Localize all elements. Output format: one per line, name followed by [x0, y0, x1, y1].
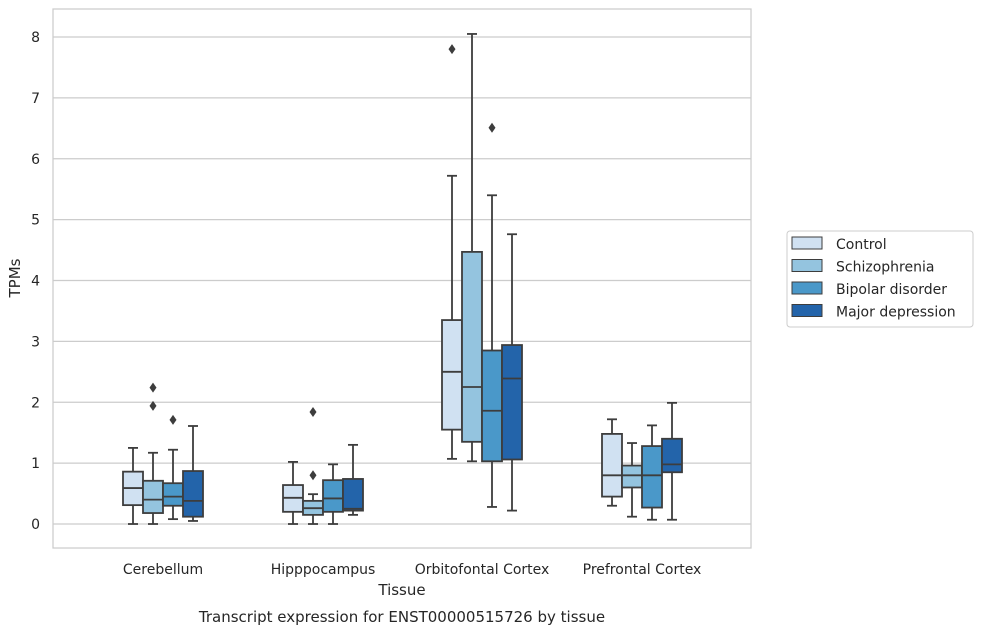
- legend-swatch-1: [791, 259, 823, 272]
- box-3-2: [501, 233, 523, 512]
- box-0-2: [441, 44, 463, 460]
- y-tick-label-8: 8: [31, 30, 40, 46]
- y-tick-label-0: 0: [31, 517, 40, 533]
- box-1-0: [142, 382, 164, 525]
- box-3-1: [342, 443, 364, 516]
- box-iqr: [182, 470, 204, 518]
- flier-0: [149, 400, 157, 411]
- y-tick-label-1: 1: [31, 456, 40, 472]
- box-iqr: [342, 478, 364, 512]
- legend-swatch-2: [791, 281, 823, 295]
- legend-swatch-3: [791, 304, 823, 317]
- flier-0: [309, 470, 317, 481]
- x-tick-label-3: Prefrontal Cortex: [583, 562, 702, 578]
- legend-label-1: Schizophrenia: [836, 260, 934, 276]
- box-1-1: [302, 406, 324, 525]
- box-2-3: [641, 424, 663, 521]
- x-axis-label: Tissue: [377, 581, 425, 599]
- box-iqr: [441, 319, 463, 431]
- y-tick-labels: 0 1 2 3 4 5 6 7 8: [31, 30, 40, 533]
- x-tick-label-2: Orbitofontal Cortex: [415, 562, 550, 578]
- box-iqr: [142, 479, 164, 514]
- box-iqr: [162, 482, 184, 507]
- legend-label-2: Bipolar disorder: [836, 282, 947, 298]
- box-3-0: [182, 425, 204, 522]
- legend: Control Schizophrenia Bipolar disorder Majo…: [786, 230, 974, 328]
- flier-0: [448, 44, 456, 55]
- box-2-1: [322, 463, 344, 525]
- legend-label-0: Control: [836, 237, 887, 253]
- box-iqr: [621, 464, 643, 489]
- chart-title: Transcript expression for ENST0000051572…: [198, 608, 605, 626]
- legend-swatch-0: [791, 236, 823, 250]
- plot-frame: [52, 8, 752, 549]
- box-iqr: [481, 349, 503, 463]
- gridlines: [53, 36, 751, 525]
- boxes-layer: [122, 33, 683, 525]
- legend-frame: [786, 230, 974, 328]
- flier-0: [169, 414, 177, 425]
- y-tick-label-5: 5: [31, 213, 40, 229]
- flier-1: [149, 382, 157, 393]
- x-tick-label-0: Cerebellum: [123, 562, 203, 578]
- box-2-2: [481, 122, 503, 508]
- x-tick-label-1: Hipppocampus: [271, 562, 376, 578]
- box-0-1: [282, 461, 304, 525]
- y-tick-label-3: 3: [31, 334, 40, 350]
- box-iqr: [322, 479, 344, 513]
- box-0-0: [122, 447, 144, 525]
- flier-0: [488, 122, 496, 133]
- x-tick-labels: Cerebellum Hipppocampus Orbitofontal Corte…: [123, 562, 701, 578]
- y-tick-label-2: 2: [31, 395, 40, 411]
- box-1-2: [461, 33, 483, 463]
- box-2-0: [162, 414, 184, 521]
- y-tick-label-7: 7: [31, 91, 40, 107]
- box-3-3: [661, 401, 683, 521]
- y-tick-label-6: 6: [31, 152, 40, 168]
- box-iqr: [641, 445, 663, 509]
- box-iqr: [661, 437, 683, 474]
- box-iqr: [601, 433, 623, 498]
- legend-label-3: Major depression: [836, 305, 956, 321]
- y-axis-label: TPMs: [6, 258, 24, 298]
- box-iqr: [461, 250, 483, 443]
- y-tick-label-4: 4: [31, 274, 40, 290]
- flier-1: [309, 406, 317, 417]
- box-iqr: [501, 344, 523, 461]
- box-1-3: [621, 442, 643, 518]
- box-0-3: [601, 418, 623, 507]
